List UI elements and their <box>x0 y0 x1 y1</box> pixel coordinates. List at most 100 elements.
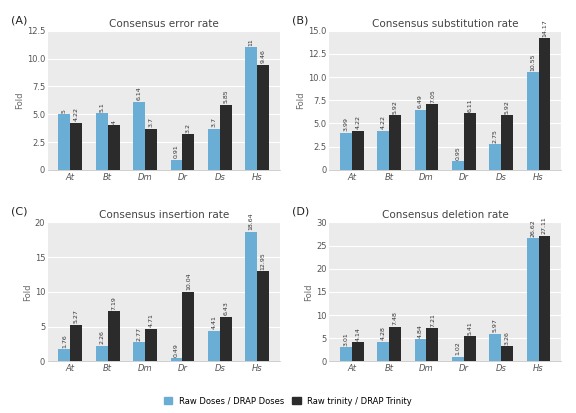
Bar <box>526 238 539 361</box>
Bar <box>59 114 70 170</box>
Bar <box>208 331 220 361</box>
Bar <box>257 64 269 170</box>
Bar <box>539 38 551 170</box>
Bar <box>245 47 257 170</box>
Text: 3.7: 3.7 <box>211 117 217 127</box>
Text: 3.99: 3.99 <box>343 117 348 131</box>
Text: (D): (D) <box>292 207 309 217</box>
Bar <box>464 113 476 170</box>
Text: 6.43: 6.43 <box>223 301 228 316</box>
Bar <box>452 357 464 361</box>
Text: 2.77: 2.77 <box>137 327 142 341</box>
Bar <box>415 339 426 361</box>
Bar <box>377 342 389 361</box>
Text: 4.84: 4.84 <box>418 324 423 337</box>
Text: 7.05: 7.05 <box>430 89 435 103</box>
Text: 0.49: 0.49 <box>174 343 179 357</box>
Text: 6.11: 6.11 <box>467 98 472 112</box>
Text: 5: 5 <box>62 109 67 113</box>
Text: 4.22: 4.22 <box>355 115 360 129</box>
Text: (A): (A) <box>11 15 27 25</box>
Text: 5.97: 5.97 <box>492 318 498 332</box>
Text: 3.2: 3.2 <box>186 123 191 133</box>
Bar <box>145 129 157 170</box>
Bar <box>352 131 363 170</box>
Y-axis label: Fold: Fold <box>15 92 24 109</box>
Bar <box>170 358 183 361</box>
Text: 7.19: 7.19 <box>111 296 116 310</box>
Text: 3.26: 3.26 <box>505 331 510 345</box>
Bar <box>426 328 438 361</box>
Bar <box>183 134 195 170</box>
Bar <box>352 342 363 361</box>
Bar <box>501 347 513 361</box>
Bar <box>145 329 157 361</box>
Text: (C): (C) <box>11 207 27 217</box>
Bar <box>464 336 476 361</box>
Text: 7.21: 7.21 <box>430 313 435 327</box>
Bar <box>415 110 426 170</box>
Bar <box>389 115 401 170</box>
Bar <box>220 317 232 361</box>
Bar <box>340 133 352 170</box>
Text: 4.41: 4.41 <box>211 316 217 330</box>
Bar <box>108 311 120 361</box>
Text: 26.62: 26.62 <box>530 219 535 237</box>
Bar <box>489 144 501 170</box>
Text: 27.11: 27.11 <box>542 217 547 235</box>
Bar <box>426 104 438 170</box>
Y-axis label: Fold: Fold <box>304 283 313 301</box>
Text: 7.48: 7.48 <box>393 311 397 325</box>
Bar <box>257 271 269 361</box>
Text: 4.14: 4.14 <box>355 327 360 341</box>
Text: 0.95: 0.95 <box>456 146 460 160</box>
Text: 5.1: 5.1 <box>99 102 104 112</box>
Text: 2.75: 2.75 <box>492 129 498 143</box>
Text: 3.01: 3.01 <box>343 332 348 346</box>
Text: 5.41: 5.41 <box>467 321 472 335</box>
Bar <box>452 161 464 170</box>
Text: 2.26: 2.26 <box>99 330 104 344</box>
Text: 4.28: 4.28 <box>381 326 385 340</box>
Text: 11: 11 <box>249 38 253 46</box>
Title: Consensus error rate: Consensus error rate <box>109 19 219 28</box>
Text: 4.22: 4.22 <box>381 115 385 129</box>
Bar <box>96 113 108 170</box>
Text: (B): (B) <box>292 15 309 25</box>
Text: 14.17: 14.17 <box>542 19 547 37</box>
Legend: Raw Doses / DRAP Doses, Raw trinity / DRAP Trinity: Raw Doses / DRAP Doses, Raw trinity / DR… <box>161 393 415 409</box>
Text: 0.91: 0.91 <box>174 145 179 158</box>
Bar <box>70 325 82 361</box>
Text: 6.49: 6.49 <box>418 95 423 108</box>
Bar <box>526 72 539 170</box>
Bar <box>377 131 389 170</box>
Text: 4.71: 4.71 <box>149 313 154 328</box>
Text: 5.27: 5.27 <box>74 309 79 323</box>
Text: 4.22: 4.22 <box>74 107 79 121</box>
Bar <box>108 125 120 170</box>
Y-axis label: Fold: Fold <box>296 92 305 109</box>
Title: Consensus substitution rate: Consensus substitution rate <box>372 19 518 28</box>
Bar <box>539 236 551 361</box>
Text: 4: 4 <box>111 120 116 124</box>
Bar <box>70 123 82 170</box>
Bar <box>133 102 145 170</box>
Bar <box>389 327 401 361</box>
Bar <box>245 232 257 361</box>
Bar <box>183 292 195 361</box>
Bar <box>133 342 145 361</box>
Text: 5.85: 5.85 <box>223 90 228 103</box>
Text: 5.92: 5.92 <box>505 100 510 114</box>
Bar <box>501 115 513 170</box>
Text: 3.7: 3.7 <box>149 117 154 127</box>
Text: 10.55: 10.55 <box>530 53 535 71</box>
Bar <box>208 129 220 170</box>
Text: 6.14: 6.14 <box>137 86 142 100</box>
Bar <box>170 160 183 170</box>
Text: 10.04: 10.04 <box>186 273 191 290</box>
Bar <box>96 346 108 361</box>
Text: 1.02: 1.02 <box>456 342 460 355</box>
Text: 1.76: 1.76 <box>62 334 67 348</box>
Text: 9.46: 9.46 <box>261 49 266 63</box>
Bar <box>220 105 232 170</box>
